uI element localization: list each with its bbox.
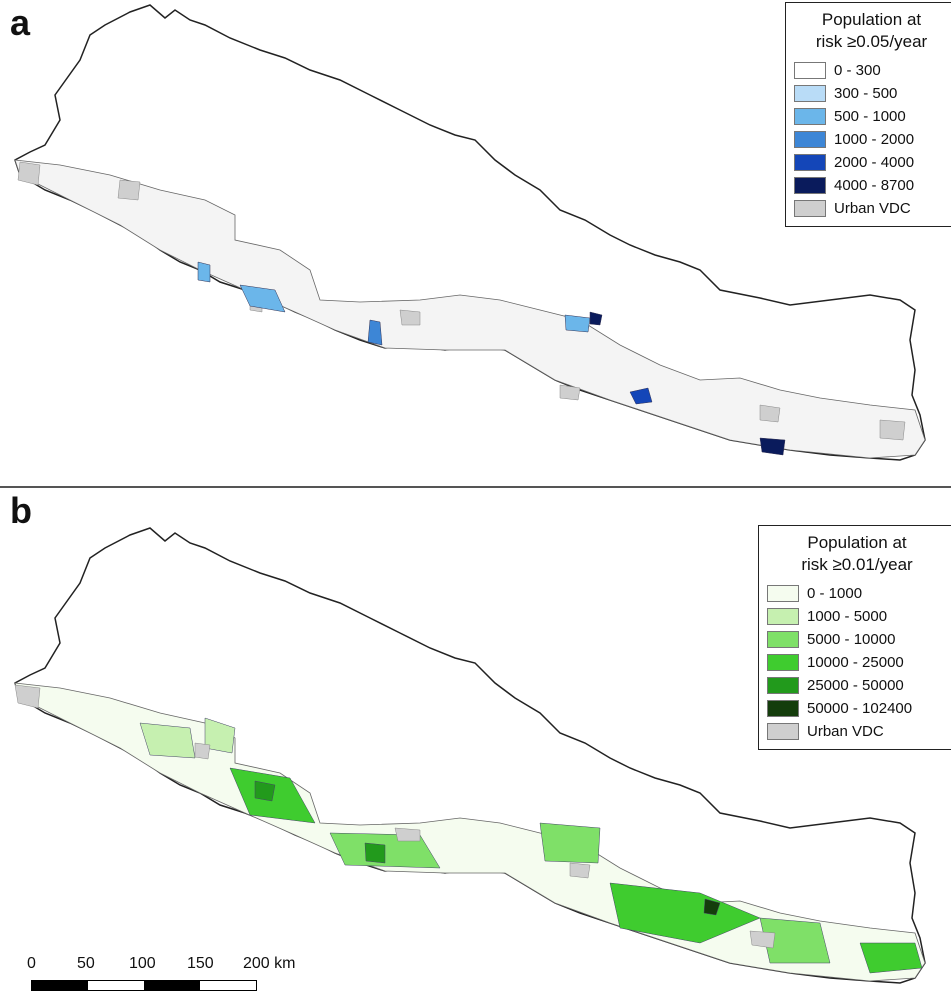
- legend-swatch: [767, 677, 799, 694]
- legend-label: Urban VDC: [807, 723, 884, 740]
- scale-tick-label: 50: [77, 955, 95, 972]
- legend-label: 0 - 300: [834, 62, 881, 79]
- panel-divider: [0, 486, 951, 488]
- panel-letter: a: [10, 2, 31, 43]
- scale-segment: [32, 981, 88, 990]
- legend-item: Urban VDC: [794, 197, 949, 220]
- legend-a: Population at risk ≥0.05/year 0 - 300 300…: [785, 2, 951, 227]
- urban-vdc-patches: [17, 161, 906, 441]
- legend-label: 10000 - 25000: [807, 654, 904, 671]
- legend-b: Population at risk ≥0.01/year 0 - 1000 10…: [758, 525, 951, 750]
- legend-items: 0 - 1000 1000 - 5000 5000 - 10000 10000 - 2…: [767, 582, 947, 743]
- legend-label: 50000 - 102400: [807, 700, 913, 717]
- map-panel-b: [14, 527, 926, 984]
- scale-bar: 0 50 100 150 200 km: [25, 955, 325, 992]
- scale-segment: [144, 981, 200, 990]
- urban-vdc-patches: [14, 684, 776, 949]
- legend-title: Population at risk ≥0.05/year: [794, 9, 949, 53]
- legend-swatch: [767, 700, 799, 717]
- legend-title: Population at risk ≥0.01/year: [767, 532, 947, 576]
- legend-item: 0 - 1000: [767, 582, 947, 605]
- legend-title-line2: risk ≥0.01/year: [801, 555, 913, 574]
- legend-items: 0 - 300 300 - 500 500 - 1000 1000 - 2000 200…: [794, 59, 949, 220]
- legend-label: 500 - 1000: [834, 108, 906, 125]
- legend-item: 0 - 300: [794, 59, 949, 82]
- scale-tick-label: 150: [187, 955, 214, 972]
- legend-label: 4000 - 8700: [834, 177, 915, 194]
- legend-label: 1000 - 2000: [834, 131, 915, 148]
- legend-label: 0 - 1000: [807, 585, 863, 602]
- legend-item: 300 - 500: [794, 82, 949, 105]
- risk-patches: [139, 717, 923, 974]
- legend-swatch: [767, 631, 799, 648]
- legend-title-line2: risk ≥0.05/year: [815, 32, 928, 51]
- panel-b: b Population at risk ≥0.01/year 0 - 1000…: [0, 488, 951, 992]
- legend-swatch: [794, 177, 826, 194]
- scale-tick-label: 200 km: [243, 955, 296, 972]
- legend-swatch: [767, 608, 799, 625]
- panel-a: a Population at risk ≥0.05/year 0 - 300 3…: [0, 0, 951, 487]
- scale-segment: [200, 981, 256, 990]
- legend-swatch: [794, 62, 826, 79]
- scale-segments: [31, 980, 257, 991]
- legend-item: 1000 - 2000: [794, 128, 949, 151]
- scale-tick-label: 0: [27, 955, 36, 972]
- legend-label: 2000 - 4000: [834, 154, 915, 171]
- scale-tick-label: 100: [129, 955, 156, 972]
- legend-item: 50000 - 102400: [767, 697, 947, 720]
- legend-item: Urban VDC: [767, 720, 947, 743]
- legend-item: 2000 - 4000: [794, 151, 949, 174]
- risk-patches: [197, 261, 786, 456]
- legend-item: 10000 - 25000: [767, 651, 947, 674]
- legend-swatch: [794, 131, 826, 148]
- scale-segment: [88, 981, 144, 990]
- legend-swatch: [794, 85, 826, 102]
- plains-band: [14, 159, 926, 459]
- legend-item: 1000 - 5000: [767, 605, 947, 628]
- legend-label: 25000 - 50000: [807, 677, 904, 694]
- legend-title-line1: Population at: [807, 533, 907, 552]
- legend-label: 1000 - 5000: [807, 608, 888, 625]
- legend-swatch: [794, 108, 826, 125]
- legend-swatch: [794, 200, 826, 217]
- legend-label: 5000 - 10000: [807, 631, 896, 648]
- panel-letter: b: [10, 490, 32, 531]
- legend-item: 500 - 1000: [794, 105, 949, 128]
- map-panel-a: [14, 4, 926, 461]
- legend-swatch: [767, 585, 799, 602]
- legend-item: 5000 - 10000: [767, 628, 947, 651]
- legend-swatch: [767, 723, 799, 740]
- legend-item: 25000 - 50000: [767, 674, 947, 697]
- legend-item: 4000 - 8700: [794, 174, 949, 197]
- legend-label: Urban VDC: [834, 200, 911, 217]
- legend-swatch: [767, 654, 799, 671]
- legend-label: 300 - 500: [834, 85, 898, 102]
- legend-swatch: [794, 154, 826, 171]
- legend-title-line1: Population at: [821, 10, 922, 29]
